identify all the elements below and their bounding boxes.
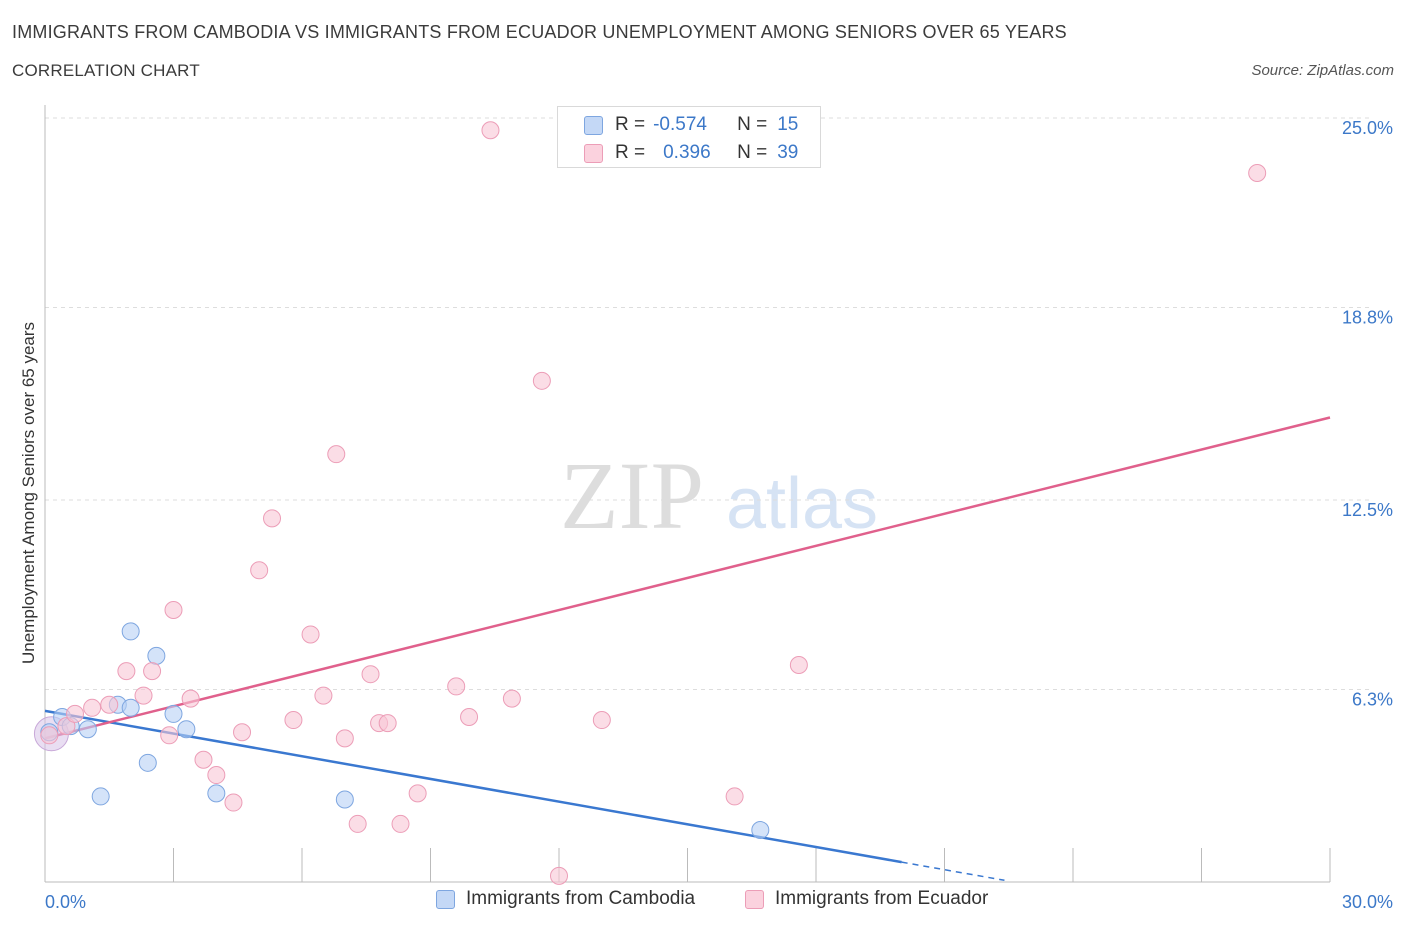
ecuador-point [460, 707, 479, 726]
ecuador-point [532, 371, 551, 390]
ecuador-point [502, 689, 521, 708]
cambodia-point [138, 753, 157, 772]
ecuador-point [134, 686, 153, 705]
axes [44, 105, 1331, 883]
source-label: Source: ZipAtlas.com [1251, 62, 1394, 79]
ecuador-point [408, 784, 427, 803]
watermark-atlas: atlas [726, 464, 878, 544]
ecuador-point [335, 729, 354, 748]
chart-title: IMMIGRANTS FROM CAMBODIA VS IMMIGRANTS F… [12, 22, 1067, 42]
cambodia-point [121, 698, 140, 717]
cambodia-point [91, 787, 110, 806]
ecuador-point [481, 121, 500, 140]
cambodia-trend-extension [901, 861, 1005, 882]
ecuador-point [348, 814, 367, 833]
legend-label-cambodia: Immigrants from Cambodia [466, 888, 696, 909]
ecuador-point [57, 717, 76, 736]
cambodia-point [177, 720, 196, 739]
legend-r-value: -0.574 [653, 114, 707, 135]
legend-row-ecuador: R = 0.396 N = 39 [584, 142, 798, 164]
watermark: ZIP atlas [560, 442, 878, 549]
ecuador-point [550, 866, 568, 885]
legend-swatch-ecuador [584, 143, 603, 163]
y-tick-label: 25.0% [1342, 118, 1393, 138]
legend-row-cambodia: R = -0.574 N = 15 [584, 114, 798, 136]
chart-subtitle: CORRELATION CHART [12, 61, 200, 80]
legend-r-label: R = [615, 114, 646, 135]
ecuador-point [194, 750, 213, 769]
ecuador-point [263, 509, 282, 528]
ecuador-point [301, 625, 320, 644]
legend-swatch-ecuador [745, 889, 764, 909]
legend-swatch-cambodia [584, 115, 603, 135]
ecuador-point [181, 689, 200, 708]
ecuador-trend-line [44, 416, 1331, 740]
ecuador-point [160, 726, 179, 745]
watermark-zip: ZIP [560, 442, 704, 549]
legend-r-value: 0.396 [663, 142, 711, 163]
x-tick-label: 30.0% [1342, 892, 1393, 912]
ecuador-point [40, 726, 59, 745]
ecuador-point [1248, 164, 1267, 183]
x-tick-label: 0.0% [45, 892, 86, 912]
ecuador-point [725, 787, 744, 806]
ecuador-point [327, 445, 346, 464]
legend-r-label: R = [615, 142, 646, 163]
cambodia-point [751, 821, 770, 840]
y-tick-label: 18.8% [1342, 307, 1393, 327]
tick-labels: 6.3% 12.5% 18.8% 25.0% 0.0% 30.0% [45, 118, 1393, 912]
correlation-legend: R = -0.574 N = 15 R = 0.396 N = 39 [557, 106, 821, 168]
cambodia-point [121, 622, 140, 641]
ecuador-point [224, 793, 243, 812]
ecuador-point [143, 662, 162, 681]
cambodia-point [164, 704, 183, 723]
legend-item-cambodia: Immigrants from Cambodia [436, 888, 695, 910]
ecuador-point [391, 814, 410, 833]
legend-n-label: N = [737, 142, 768, 163]
ecuador-point [117, 662, 136, 681]
ecuador-point [447, 677, 466, 696]
legend-item-ecuador: Immigrants from Ecuador [745, 888, 988, 910]
ecuador-point [314, 686, 333, 705]
grid-lines [45, 117, 1370, 690]
ecuador-point [207, 766, 226, 785]
y-tick-label: 6.3% [1352, 689, 1393, 709]
ecuador-point [233, 723, 252, 742]
ecuador-point [284, 711, 303, 730]
ecuador-point [789, 656, 808, 675]
legend-n-label: N = [737, 114, 768, 135]
legend-label-ecuador: Immigrants from Ecuador [775, 888, 989, 909]
ecuador-point [378, 714, 397, 733]
ecuador-point [164, 601, 183, 620]
ecuador-point [592, 711, 611, 730]
series-legend: Immigrants from Cambodia Immigrants from… [0, 888, 1406, 918]
cambodia-point [78, 720, 97, 739]
ecuador-point [100, 695, 119, 714]
ecuador-point [65, 704, 84, 723]
legend-n-value: 15 [777, 114, 799, 135]
legend-n-value: 39 [777, 142, 799, 163]
data-points [33, 121, 1267, 885]
legend-swatch-cambodia [436, 889, 455, 909]
y-tick-label: 12.5% [1342, 500, 1393, 520]
ecuador-point [83, 698, 102, 717]
y-axis-label: Unemployment Among Seniors over 65 years [19, 322, 38, 664]
cambodia-point [207, 784, 226, 803]
cambodia-point [147, 646, 166, 665]
ecuador-point [361, 665, 380, 684]
cambodia-point [335, 790, 354, 809]
ecuador-point [250, 561, 269, 580]
